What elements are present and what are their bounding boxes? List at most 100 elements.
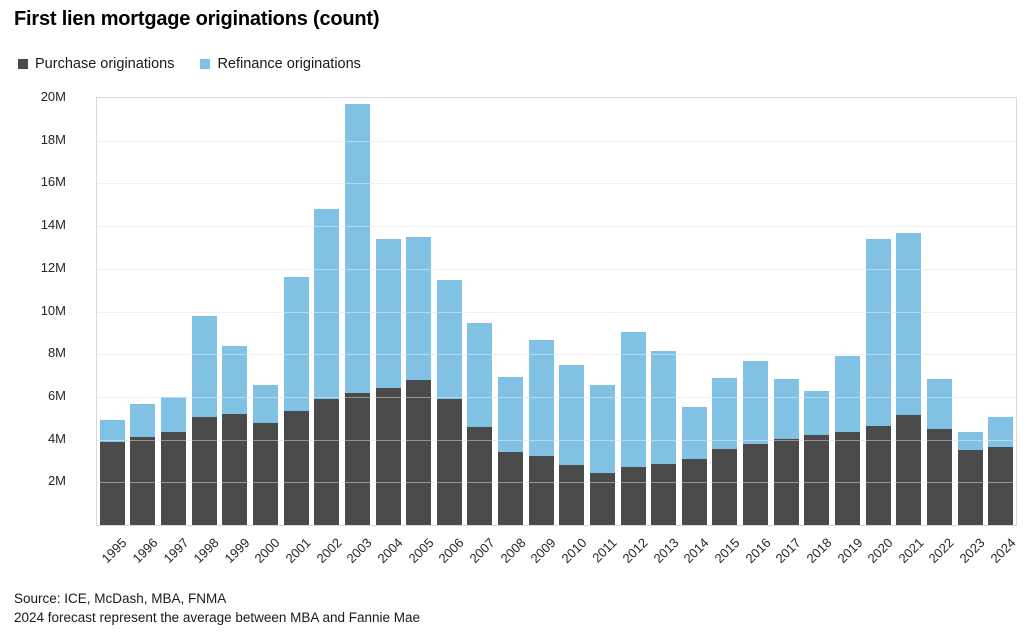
bar-segment-refinance-2016 bbox=[743, 360, 769, 444]
bar-segment-purchase-2008 bbox=[498, 452, 524, 525]
gridline-6M bbox=[97, 396, 1016, 398]
gridline-18M bbox=[97, 140, 1016, 142]
bar-segment-refinance-2001 bbox=[283, 277, 309, 411]
bar-segment-purchase-2024 bbox=[988, 447, 1014, 525]
bar-segment-refinance-2015 bbox=[712, 377, 738, 450]
gridline-12M bbox=[97, 268, 1016, 270]
bar-segment-refinance-2005 bbox=[406, 236, 432, 380]
gridline-14M bbox=[97, 226, 1016, 228]
bar-segment-refinance-2009 bbox=[528, 340, 554, 456]
gridline-4M bbox=[97, 439, 1016, 441]
y-tick-label-4M: 4M bbox=[47, 430, 66, 446]
bar-segment-refinance-2006 bbox=[436, 279, 462, 400]
bars-layer bbox=[97, 98, 1016, 525]
plot-area bbox=[96, 97, 1017, 526]
bar-segment-refinance-2020 bbox=[865, 238, 891, 426]
bar-segment-purchase-2022 bbox=[926, 428, 952, 525]
y-axis: 2M 4M 6M 8M 10M 12M 14M 16M 18M 20M bbox=[0, 89, 66, 526]
gridline-16M bbox=[97, 183, 1016, 185]
bar-segment-purchase-2012 bbox=[620, 467, 646, 525]
bar-segment-refinance-2013 bbox=[651, 351, 677, 465]
bar-segment-purchase-1996 bbox=[130, 437, 156, 525]
bar-segment-refinance-1999 bbox=[222, 345, 248, 414]
gridlines-layer bbox=[97, 98, 1016, 525]
bar-segment-refinance-2023 bbox=[957, 432, 983, 451]
y-tick-label-2M: 2M bbox=[47, 473, 66, 489]
gridline-overlay-4M bbox=[97, 439, 1016, 441]
chart-title: First lien mortgage originations (count) bbox=[14, 8, 380, 30]
bar-segment-refinance-2007 bbox=[467, 323, 493, 427]
bar-segment-purchase-2018 bbox=[804, 435, 830, 525]
gridline-2M bbox=[97, 482, 1016, 484]
bar-segment-purchase-1995 bbox=[99, 441, 125, 525]
bar-segment-refinance-2019 bbox=[835, 356, 861, 433]
bar-segment-purchase-2006 bbox=[436, 399, 462, 525]
bar-segment-refinance-1996 bbox=[130, 404, 156, 438]
bar-segment-purchase-2015 bbox=[712, 449, 738, 525]
bar-segment-purchase-2023 bbox=[957, 450, 983, 525]
gridline-overlay-14M bbox=[97, 226, 1016, 228]
gridline-overlay-16M bbox=[97, 183, 1016, 185]
bar-segment-purchase-2003 bbox=[344, 392, 370, 525]
y-tick-label-20M: 20M bbox=[40, 89, 66, 104]
bar-segment-purchase-2020 bbox=[865, 425, 891, 525]
bar-segment-refinance-2012 bbox=[620, 331, 646, 468]
legend-label-purchase: Purchase originations bbox=[35, 56, 175, 72]
bar-segment-refinance-2004 bbox=[375, 238, 401, 389]
bar-segment-purchase-2017 bbox=[773, 438, 799, 525]
bar-segment-refinance-1997 bbox=[161, 396, 187, 433]
gridline-overlay-layer bbox=[97, 98, 1016, 525]
refinance-swatch-icon bbox=[200, 59, 211, 69]
gridline-overlay-8M bbox=[97, 354, 1016, 356]
bar-segment-purchase-2019 bbox=[835, 432, 861, 525]
bar-segment-purchase-2002 bbox=[314, 399, 340, 525]
bar-segment-purchase-2009 bbox=[528, 455, 554, 525]
bar-segment-refinance-2017 bbox=[773, 378, 799, 439]
purchase-swatch-icon bbox=[18, 59, 28, 69]
gridline-overlay-2M bbox=[97, 482, 1016, 484]
source-note: Source: ICE, McDash, MBA, FNMA bbox=[14, 591, 227, 606]
x-axis: 1995 1996 1997 1998 1999 2000 2001 2002 2003 2004… bbox=[96, 527, 1018, 591]
bar-segment-refinance-2018 bbox=[804, 390, 830, 436]
bar-segment-refinance-2014 bbox=[681, 406, 707, 459]
y-tick-label-6M: 6M bbox=[47, 387, 66, 403]
bar-segment-purchase-2010 bbox=[559, 465, 585, 525]
bar-segment-refinance-2021 bbox=[896, 232, 922, 416]
bar-segment-purchase-1998 bbox=[191, 417, 217, 525]
gridline-overlay-18M bbox=[97, 140, 1016, 142]
bar-segment-purchase-2004 bbox=[375, 388, 401, 525]
legend: Purchase originations Refinance originat… bbox=[18, 56, 361, 72]
bar-segment-purchase-1997 bbox=[161, 432, 187, 525]
footer: Source: ICE, McDash, MBA, FNMA 2024 fore… bbox=[14, 589, 420, 627]
legend-item-purchase: Purchase originations bbox=[18, 56, 174, 72]
bar-segment-refinance-2011 bbox=[589, 385, 615, 473]
bar-segment-refinance-2002 bbox=[314, 209, 340, 400]
y-tick-label-12M: 12M bbox=[40, 259, 66, 275]
bar-segment-purchase-2007 bbox=[467, 426, 493, 525]
y-tick-label-10M: 10M bbox=[40, 302, 66, 318]
y-tick-label-8M: 8M bbox=[47, 345, 66, 361]
bar-segment-purchase-2014 bbox=[681, 458, 707, 525]
y-tick-label-18M: 18M bbox=[40, 131, 66, 147]
y-tick-label-14M: 14M bbox=[40, 217, 66, 233]
bar-segment-refinance-2008 bbox=[498, 376, 524, 453]
bar-segment-purchase-2021 bbox=[896, 415, 922, 525]
bar-segment-purchase-2000 bbox=[252, 422, 278, 525]
bar-segment-refinance-2022 bbox=[926, 378, 952, 429]
gridline-overlay-12M bbox=[97, 268, 1016, 270]
legend-label-refinance: Refinance originations bbox=[217, 56, 361, 72]
bar-segment-refinance-1998 bbox=[191, 315, 217, 418]
bar-segment-purchase-1999 bbox=[222, 413, 248, 525]
bar-segment-purchase-2011 bbox=[589, 472, 615, 525]
bar-segment-purchase-2013 bbox=[651, 464, 677, 525]
gridline-overlay-6M bbox=[97, 396, 1016, 398]
bar-segment-refinance-2010 bbox=[559, 364, 585, 466]
bar-segment-purchase-2005 bbox=[406, 379, 432, 525]
bar-segment-refinance-2000 bbox=[252, 385, 278, 423]
bar-segment-refinance-1995 bbox=[99, 420, 125, 442]
legend-item-refinance: Refinance originations bbox=[200, 56, 361, 72]
gridline-10M bbox=[97, 311, 1016, 313]
forecast-note: 2024 forecast represent the average betw… bbox=[14, 610, 421, 625]
gridline-overlay-10M bbox=[97, 311, 1016, 313]
y-tick-label-16M: 16M bbox=[40, 174, 66, 190]
